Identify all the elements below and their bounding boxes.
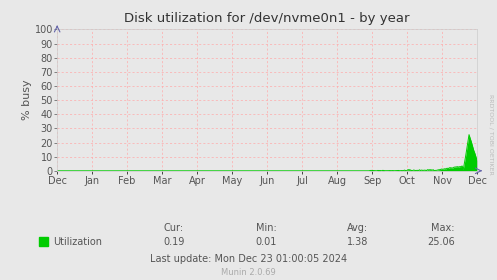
Text: Munin 2.0.69: Munin 2.0.69 xyxy=(221,268,276,277)
Text: Avg:: Avg: xyxy=(347,223,368,233)
Text: Max:: Max: xyxy=(431,223,455,233)
Text: 25.06: 25.06 xyxy=(427,237,455,247)
Text: Cur:: Cur: xyxy=(164,223,184,233)
Text: Min:: Min: xyxy=(255,223,276,233)
Text: 0.19: 0.19 xyxy=(163,237,185,247)
Legend: Utilization: Utilization xyxy=(35,233,106,251)
Y-axis label: % busy: % busy xyxy=(22,80,32,120)
Text: 0.01: 0.01 xyxy=(255,237,277,247)
Text: RRDTOOL / TOBI OETIKER: RRDTOOL / TOBI OETIKER xyxy=(489,94,494,175)
Text: 1.38: 1.38 xyxy=(347,237,369,247)
Text: Last update: Mon Dec 23 01:00:05 2024: Last update: Mon Dec 23 01:00:05 2024 xyxy=(150,254,347,264)
Title: Disk utilization for /dev/nvme0n1 - by year: Disk utilization for /dev/nvme0n1 - by y… xyxy=(124,12,410,25)
